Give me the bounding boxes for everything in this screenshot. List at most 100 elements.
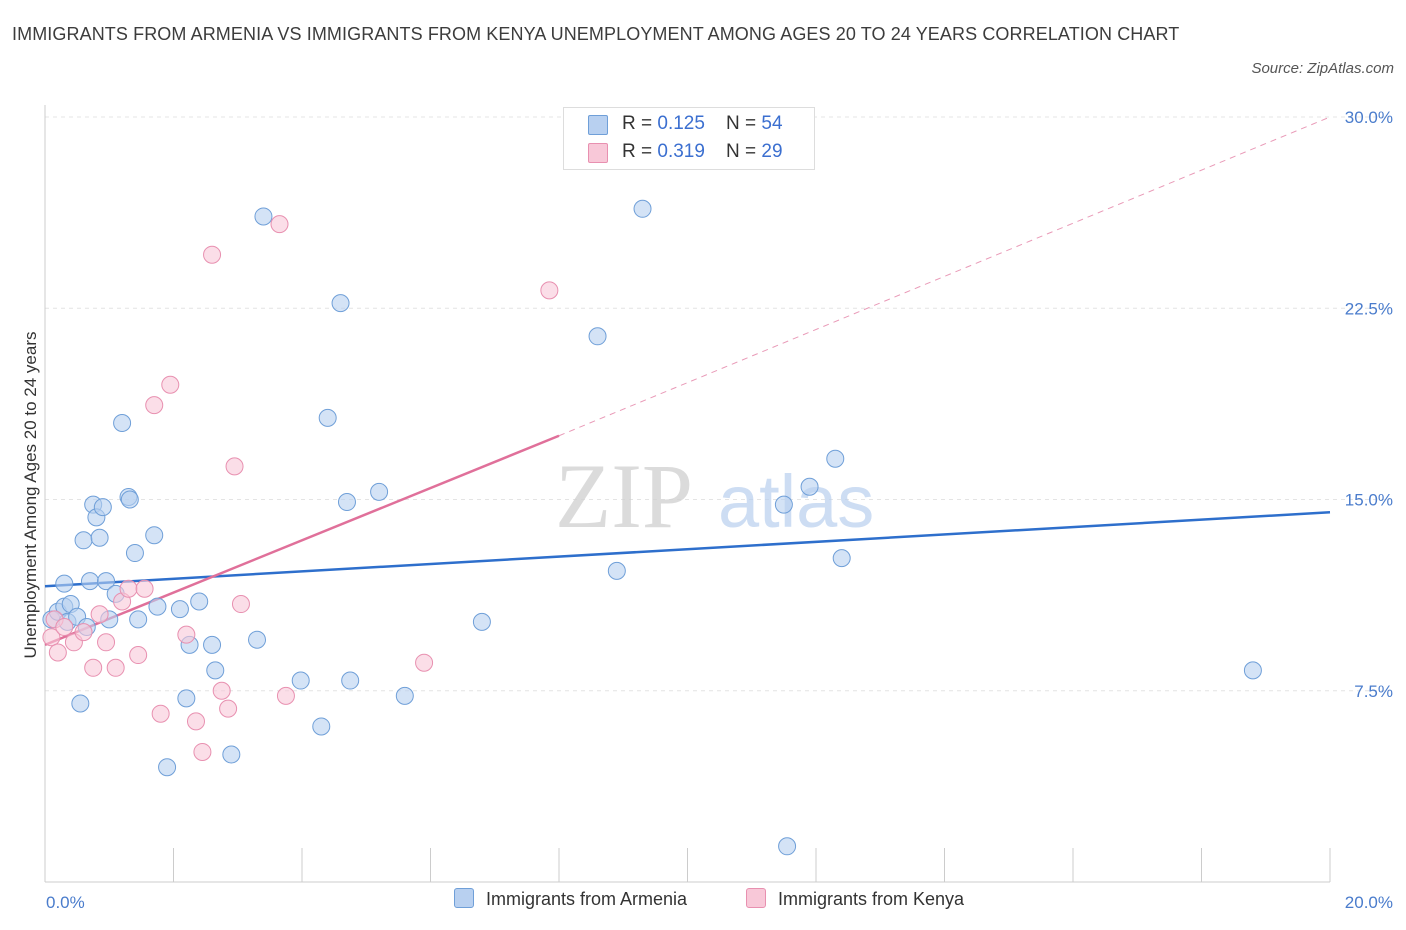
armenia-point-7 <box>71 694 90 713</box>
armenia-point-37 <box>318 408 337 427</box>
kenya-point-23 <box>225 457 244 476</box>
x-tick-label-0: 0.0% <box>46 893 85 912</box>
armenia-point-23 <box>145 526 164 545</box>
armenia-point-31 <box>206 661 225 680</box>
kenya-point-0 <box>42 628 61 647</box>
armenia-point-24 <box>148 597 167 616</box>
watermark-zip: ZIP <box>555 445 693 547</box>
kenya-point-26 <box>276 686 295 705</box>
armenia-point-22 <box>129 610 148 629</box>
bottom-kenya-swatch <box>746 888 766 908</box>
kenya-r-label: R = <box>622 141 658 162</box>
kenya-point-19 <box>193 742 212 761</box>
armenia-trend-line <box>44 511 1331 588</box>
armenia-point-2 <box>55 574 74 593</box>
armenia-point-44 <box>588 327 607 346</box>
series-armenia <box>42 199 1262 856</box>
armenia-point-36 <box>312 717 331 736</box>
kenya-point-21 <box>212 681 231 700</box>
armenia-r-label: R = <box>622 113 658 134</box>
kenya-point-9 <box>106 658 125 677</box>
bottom-legend-armenia: Immigrants from Armenia <box>454 888 687 910</box>
kenya-point-6 <box>84 658 103 677</box>
kenya-r-value: 0.319 <box>657 141 705 162</box>
axes <box>44 105 1331 883</box>
armenia-point-42 <box>395 686 414 705</box>
kenya-point-14 <box>145 396 164 415</box>
series-kenya <box>42 215 559 761</box>
kenya-n-value: 29 <box>761 141 783 162</box>
armenia-point-51 <box>832 549 851 568</box>
armenia-swatch <box>588 115 608 135</box>
bottom-armenia-label: Immigrants from Armenia <box>486 889 688 909</box>
armenia-point-34 <box>254 207 273 226</box>
armenia-point-25 <box>158 758 177 777</box>
kenya-point-2 <box>48 643 67 662</box>
kenya-point-13 <box>135 579 154 598</box>
armenia-point-10 <box>80 572 99 591</box>
kenya-point-12 <box>129 646 148 665</box>
y-tick-label-3: 30.0% <box>1345 108 1393 127</box>
kenya-point-22 <box>219 699 238 718</box>
armenia-n-label: N = <box>726 113 762 134</box>
armenia-point-27 <box>177 689 196 708</box>
armenia-point-15 <box>97 572 116 591</box>
armenia-point-41 <box>370 482 389 501</box>
armenia-point-20 <box>120 490 139 509</box>
kenya-point-8 <box>97 633 116 652</box>
kenya-point-25 <box>270 215 289 234</box>
armenia-point-45 <box>607 561 626 580</box>
grid <box>45 116 1390 692</box>
armenia-point-14 <box>93 498 112 517</box>
armenia-point-40 <box>341 671 360 690</box>
source-label: Source: ZipAtlas.com <box>1251 60 1394 77</box>
kenya-point-16 <box>161 375 180 394</box>
armenia-point-26 <box>170 600 189 619</box>
kenya-point-17 <box>177 625 196 644</box>
kenya-point-27 <box>415 653 434 672</box>
armenia-point-47 <box>774 495 793 514</box>
armenia-point-18 <box>113 414 132 432</box>
armenia-point-32 <box>222 745 241 764</box>
kenya-point-24 <box>231 595 250 614</box>
kenya-point-28 <box>540 281 559 300</box>
kenya-point-11 <box>119 579 138 598</box>
kenya-trend-extension <box>558 116 1331 437</box>
kenya-point-3 <box>55 618 74 636</box>
y-tick-label-1: 15.0% <box>1345 491 1393 510</box>
kenya-point-18 <box>186 712 205 731</box>
armenia-point-30 <box>203 635 222 654</box>
y-axis-title: Unemployment Among Ages 20 to 24 years <box>21 332 40 659</box>
tick-labels: 7.5% 15.0% 22.5% 30.0% 0.0% 20.0% <box>46 108 1393 912</box>
armenia-point-38 <box>331 294 350 313</box>
armenia-n-value: 54 <box>761 113 783 134</box>
bottom-armenia-swatch <box>454 888 474 908</box>
armenia-point-48 <box>778 837 797 856</box>
kenya-point-5 <box>74 623 93 642</box>
armenia-point-43 <box>472 612 491 631</box>
armenia-r-value: 0.125 <box>657 113 705 134</box>
armenia-point-21 <box>125 544 144 563</box>
kenya-n-label: N = <box>726 141 762 162</box>
y-tick-label-2: 22.5% <box>1345 299 1393 318</box>
bottom-legend-kenya: Immigrants from Kenya <box>746 888 964 910</box>
kenya-swatch <box>588 143 608 163</box>
kenya-point-20 <box>203 245 222 264</box>
armenia-point-39 <box>337 493 356 512</box>
kenya-point-7 <box>90 605 109 624</box>
kenya-point-15 <box>151 704 170 723</box>
y-tick-label-0: 7.5% <box>1354 682 1393 701</box>
kenya-trend-line <box>44 434 560 647</box>
armenia-point-13 <box>90 528 109 547</box>
bottom-kenya-label: Immigrants from Kenya <box>778 889 965 909</box>
armenia-point-35 <box>291 671 310 690</box>
chart-title: IMMIGRANTS FROM ARMENIA VS IMMIGRANTS FR… <box>12 24 1180 44</box>
armenia-point-49 <box>800 477 819 496</box>
watermark-atlas: atlas <box>718 460 874 543</box>
x-tick-label-1: 20.0% <box>1345 893 1393 912</box>
armenia-point-29 <box>190 592 209 611</box>
trend-lines <box>44 116 1331 647</box>
correlation-legend: R = 0.125 N = 54 R = 0.319 N = 29 <box>563 107 815 170</box>
armenia-point-33 <box>248 630 267 649</box>
